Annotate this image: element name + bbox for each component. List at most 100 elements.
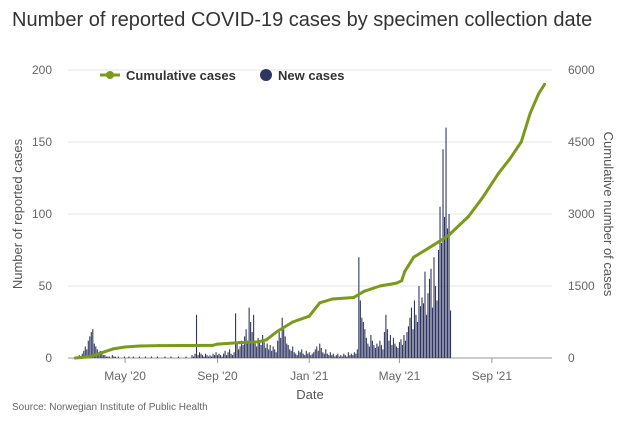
y-axis-right-label: Cumulative number of cases xyxy=(601,132,616,297)
cumulative-point xyxy=(157,344,161,348)
new-cases-bar xyxy=(434,286,437,358)
legend-cumulative-marker xyxy=(106,71,114,79)
new-cases-bar xyxy=(386,329,388,358)
cumulative-point xyxy=(210,343,214,347)
cumulative-point xyxy=(519,140,523,144)
new-cases-bar xyxy=(84,346,86,358)
new-cases-bar xyxy=(332,353,334,358)
new-cases-bar xyxy=(269,345,271,358)
legend-item-cumulative[interactable]: Cumulative cases xyxy=(100,68,236,83)
new-cases-bar xyxy=(395,346,397,358)
cumulative-point xyxy=(528,111,532,115)
cumulative-point xyxy=(88,355,92,359)
cumulative-point xyxy=(74,356,78,360)
cumulative-point xyxy=(536,92,540,96)
cumulative-point xyxy=(362,289,366,293)
new-cases-bar xyxy=(424,271,426,358)
new-cases-bar xyxy=(374,347,376,358)
new-cases-bar xyxy=(144,356,146,358)
new-cases-bar xyxy=(368,346,370,358)
new-cases-bar xyxy=(298,350,300,358)
y-left-tick-label: 150 xyxy=(32,135,52,149)
new-cases-bar xyxy=(373,345,375,358)
new-cases-bar xyxy=(289,349,291,358)
new-cases-bar xyxy=(248,307,250,358)
new-cases-bar xyxy=(326,353,328,358)
x-axis-label: Date xyxy=(296,387,323,402)
cumulative-point xyxy=(331,297,335,301)
new-cases-bar xyxy=(346,356,348,358)
new-cases-bar xyxy=(331,355,333,358)
new-cases-bar xyxy=(290,350,292,358)
new-cases-bar xyxy=(439,206,441,358)
new-cases-bar xyxy=(218,353,220,358)
new-cases-bar xyxy=(335,355,337,358)
new-cases-bar xyxy=(191,355,193,358)
new-cases-bar xyxy=(102,355,104,358)
cumulative-point xyxy=(237,341,241,345)
new-cases-bar xyxy=(316,346,318,358)
new-cases-bar xyxy=(430,268,432,358)
new-cases-bar xyxy=(277,340,279,358)
cumulative-line-layer xyxy=(74,82,546,360)
new-cases-bar xyxy=(89,336,91,358)
new-cases-bar xyxy=(221,356,223,358)
new-cases-bar xyxy=(238,349,240,358)
new-cases-bar xyxy=(215,352,217,358)
y-left-tick-label: 100 xyxy=(32,207,52,221)
cumulative-point xyxy=(403,270,407,274)
legend: Cumulative cases New cases xyxy=(100,68,345,83)
cumulative-point xyxy=(431,243,435,247)
cumulative-point xyxy=(400,279,404,283)
new-cases-bar xyxy=(389,334,391,358)
new-cases-bar xyxy=(448,214,450,358)
new-cases-bar xyxy=(343,353,345,358)
new-cases-bar xyxy=(431,307,434,358)
new-cases-bar xyxy=(418,286,420,358)
new-cases-bar xyxy=(266,343,268,358)
cumulative-point xyxy=(216,342,220,346)
new-cases-bar xyxy=(204,353,207,358)
new-cases-bar xyxy=(107,356,109,358)
new-cases-bar xyxy=(337,353,339,358)
new-cases-bar xyxy=(398,342,400,358)
new-cases-bar xyxy=(170,356,172,358)
new-cases-bar xyxy=(177,356,180,358)
new-cases-bar xyxy=(185,356,187,358)
new-cases-bar xyxy=(403,334,405,358)
new-cases-bar xyxy=(400,339,402,358)
x-tick-label: Sep '20 xyxy=(197,369,238,383)
new-cases-bar xyxy=(406,332,408,358)
new-cases-bar xyxy=(113,356,115,358)
new-cases-bar xyxy=(338,356,340,358)
new-cases-bar xyxy=(197,355,199,358)
new-cases-bars xyxy=(77,127,452,358)
new-cases-bar xyxy=(305,350,307,358)
new-cases-bar xyxy=(437,250,440,358)
cumulative-point xyxy=(256,340,260,344)
cumulative-point xyxy=(446,234,450,238)
new-cases-bar xyxy=(156,356,158,358)
new-cases-bar xyxy=(365,337,367,358)
new-cases-bar xyxy=(293,352,295,358)
axes: Number of reported cases Cumulative numb… xyxy=(10,63,616,402)
new-cases-bar xyxy=(415,314,417,358)
new-cases-bar xyxy=(81,353,83,358)
new-cases-bar xyxy=(274,349,276,358)
y-right-tick-label: 6000 xyxy=(568,63,595,77)
new-cases-bar xyxy=(358,257,360,358)
cumulative-point xyxy=(123,345,127,349)
new-cases-bar xyxy=(232,355,234,358)
new-cases-bar xyxy=(308,352,310,358)
legend-item-new[interactable]: New cases xyxy=(260,68,345,83)
new-cases-bar xyxy=(352,355,354,358)
cumulative-point xyxy=(508,157,512,161)
legend-new-marker xyxy=(260,69,272,81)
new-cases-bar xyxy=(419,306,422,358)
new-cases-bar xyxy=(114,356,116,358)
new-cases-bar xyxy=(251,332,253,358)
new-cases-bar xyxy=(138,356,140,358)
new-cases-bar xyxy=(301,349,303,358)
y-left-tick-label: 200 xyxy=(32,63,52,77)
new-cases-bar xyxy=(299,352,301,358)
